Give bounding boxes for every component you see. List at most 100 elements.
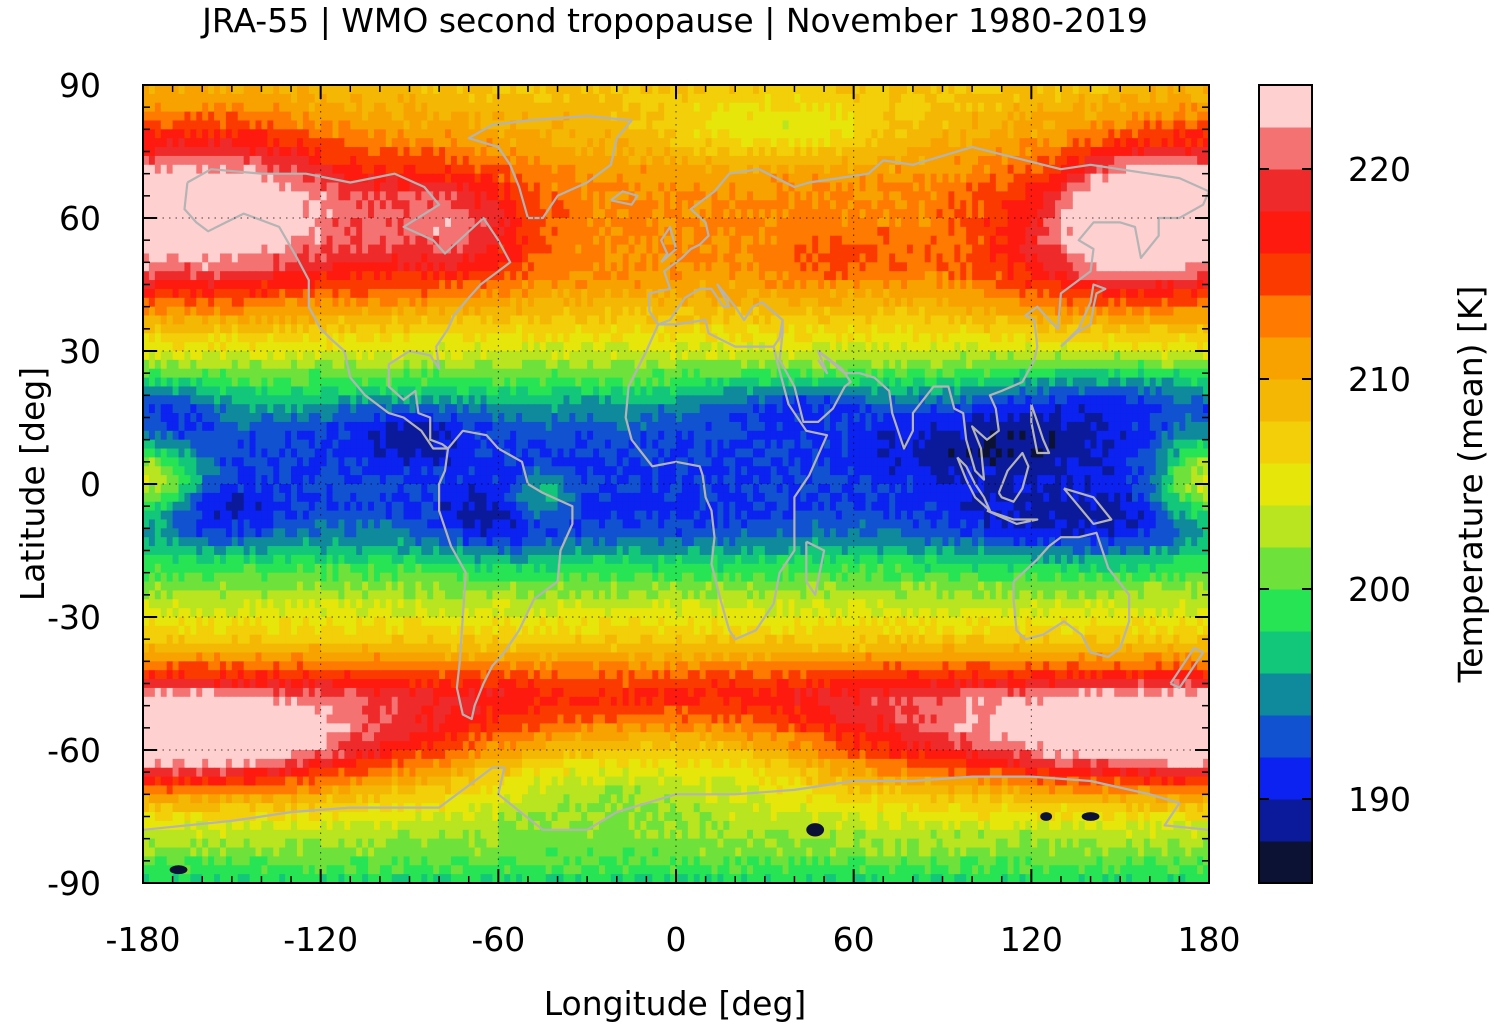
heatmap-cell (469, 316, 476, 325)
heatmap-cell (202, 280, 209, 289)
heatmap-cell (368, 120, 375, 129)
heatmap-cell (368, 85, 375, 94)
heatmap-cell (694, 138, 701, 147)
heatmap-cell (232, 289, 239, 298)
heatmap-cell (593, 218, 600, 227)
heatmap-cell (558, 129, 565, 138)
heatmap-cell (812, 138, 819, 147)
heatmap-cell (350, 324, 357, 333)
heatmap-cell (1138, 262, 1145, 271)
heatmap-cell (812, 165, 819, 174)
heatmap-cell (368, 138, 375, 147)
heatmap-cell (1061, 307, 1068, 316)
heatmap-cell (202, 138, 209, 147)
heatmap-cell (344, 120, 351, 129)
heatmap-cell (481, 200, 488, 209)
heatmap-cell (753, 156, 760, 165)
heatmap-cell (380, 147, 387, 156)
heatmap-cell (291, 236, 298, 245)
heatmap-cell (913, 94, 920, 103)
heatmap-cell (1185, 280, 1192, 289)
heatmap-cell (410, 165, 417, 174)
heatmap-cell (972, 280, 979, 289)
heatmap-cell (765, 227, 772, 236)
heatmap-cell (966, 112, 973, 121)
heatmap-cell (759, 209, 766, 218)
heatmap-cell (931, 138, 938, 147)
heatmap-cell (1096, 112, 1103, 121)
heatmap-cell (404, 183, 411, 192)
heatmap-cell (244, 227, 251, 236)
heatmap-cell (812, 324, 819, 333)
heatmap-cell (433, 103, 440, 112)
heatmap-cell (356, 324, 363, 333)
heatmap-cell (1019, 138, 1026, 147)
heatmap-cell (1096, 156, 1103, 165)
heatmap-cell (984, 191, 991, 200)
heatmap-cell (344, 165, 351, 174)
heatmap-cell (392, 156, 399, 165)
heatmap-cell (267, 174, 274, 183)
heatmap-cell (948, 289, 955, 298)
heatmap-cell (315, 209, 322, 218)
heatmap-cell (1120, 112, 1127, 121)
heatmap-cell (806, 165, 813, 174)
heatmap-cell (966, 253, 973, 262)
heatmap-cell (937, 191, 944, 200)
heatmap-cell (179, 307, 186, 316)
heatmap-cell (931, 271, 938, 280)
heatmap-cell (534, 129, 541, 138)
heatmap-cell (1061, 94, 1068, 103)
heatmap-cell (451, 85, 458, 94)
heatmap-cell (735, 103, 742, 112)
heatmap-cell (552, 183, 559, 192)
heatmap-cell (800, 191, 807, 200)
heatmap-cell (783, 147, 790, 156)
heatmap-cell (664, 94, 671, 103)
heatmap-cell (688, 307, 695, 316)
heatmap-cell (291, 191, 298, 200)
heatmap-cell (812, 147, 819, 156)
heatmap-cell (226, 289, 233, 298)
heatmap-cell (931, 324, 938, 333)
heatmap-cell (433, 165, 440, 174)
heatmap-cell (202, 253, 209, 262)
heatmap-cell (777, 227, 784, 236)
heatmap-cell (392, 112, 399, 121)
heatmap-cell (919, 316, 926, 325)
heatmap-cell (350, 200, 357, 209)
heatmap-cell (238, 191, 245, 200)
heatmap-cell (990, 94, 997, 103)
heatmap-cell (238, 200, 245, 209)
heatmap-cell (759, 271, 766, 280)
heatmap-cell (1173, 298, 1180, 307)
heatmap-cell (220, 147, 227, 156)
heatmap-cell (350, 94, 357, 103)
heatmap-cell (1108, 307, 1115, 316)
heatmap-cell (854, 253, 861, 262)
heatmap-cell (806, 324, 813, 333)
heatmap-cell (386, 236, 393, 245)
heatmap-cell (244, 112, 251, 121)
heatmap-cell (729, 120, 736, 129)
heatmap-cell (202, 316, 209, 325)
heatmap-cell (978, 174, 985, 183)
heatmap-cell (398, 236, 405, 245)
heatmap-cell (445, 165, 452, 174)
heatmap-cell (291, 280, 298, 289)
heatmap-cell (256, 103, 263, 112)
heatmap-cell (226, 183, 233, 192)
heatmap-cell (469, 200, 476, 209)
heatmap-cell (439, 209, 446, 218)
heatmap-cell (546, 236, 553, 245)
heatmap-cell (386, 218, 393, 227)
heatmap-cell (783, 245, 790, 254)
heatmap-cell (546, 289, 553, 298)
heatmap-cell (267, 129, 274, 138)
heatmap-cell (1132, 298, 1139, 307)
heatmap-cell (285, 183, 292, 192)
heatmap-cell (190, 191, 197, 200)
heatmap-cell (1096, 209, 1103, 218)
heatmap-cell (907, 316, 914, 325)
heatmap-cell (386, 209, 393, 218)
